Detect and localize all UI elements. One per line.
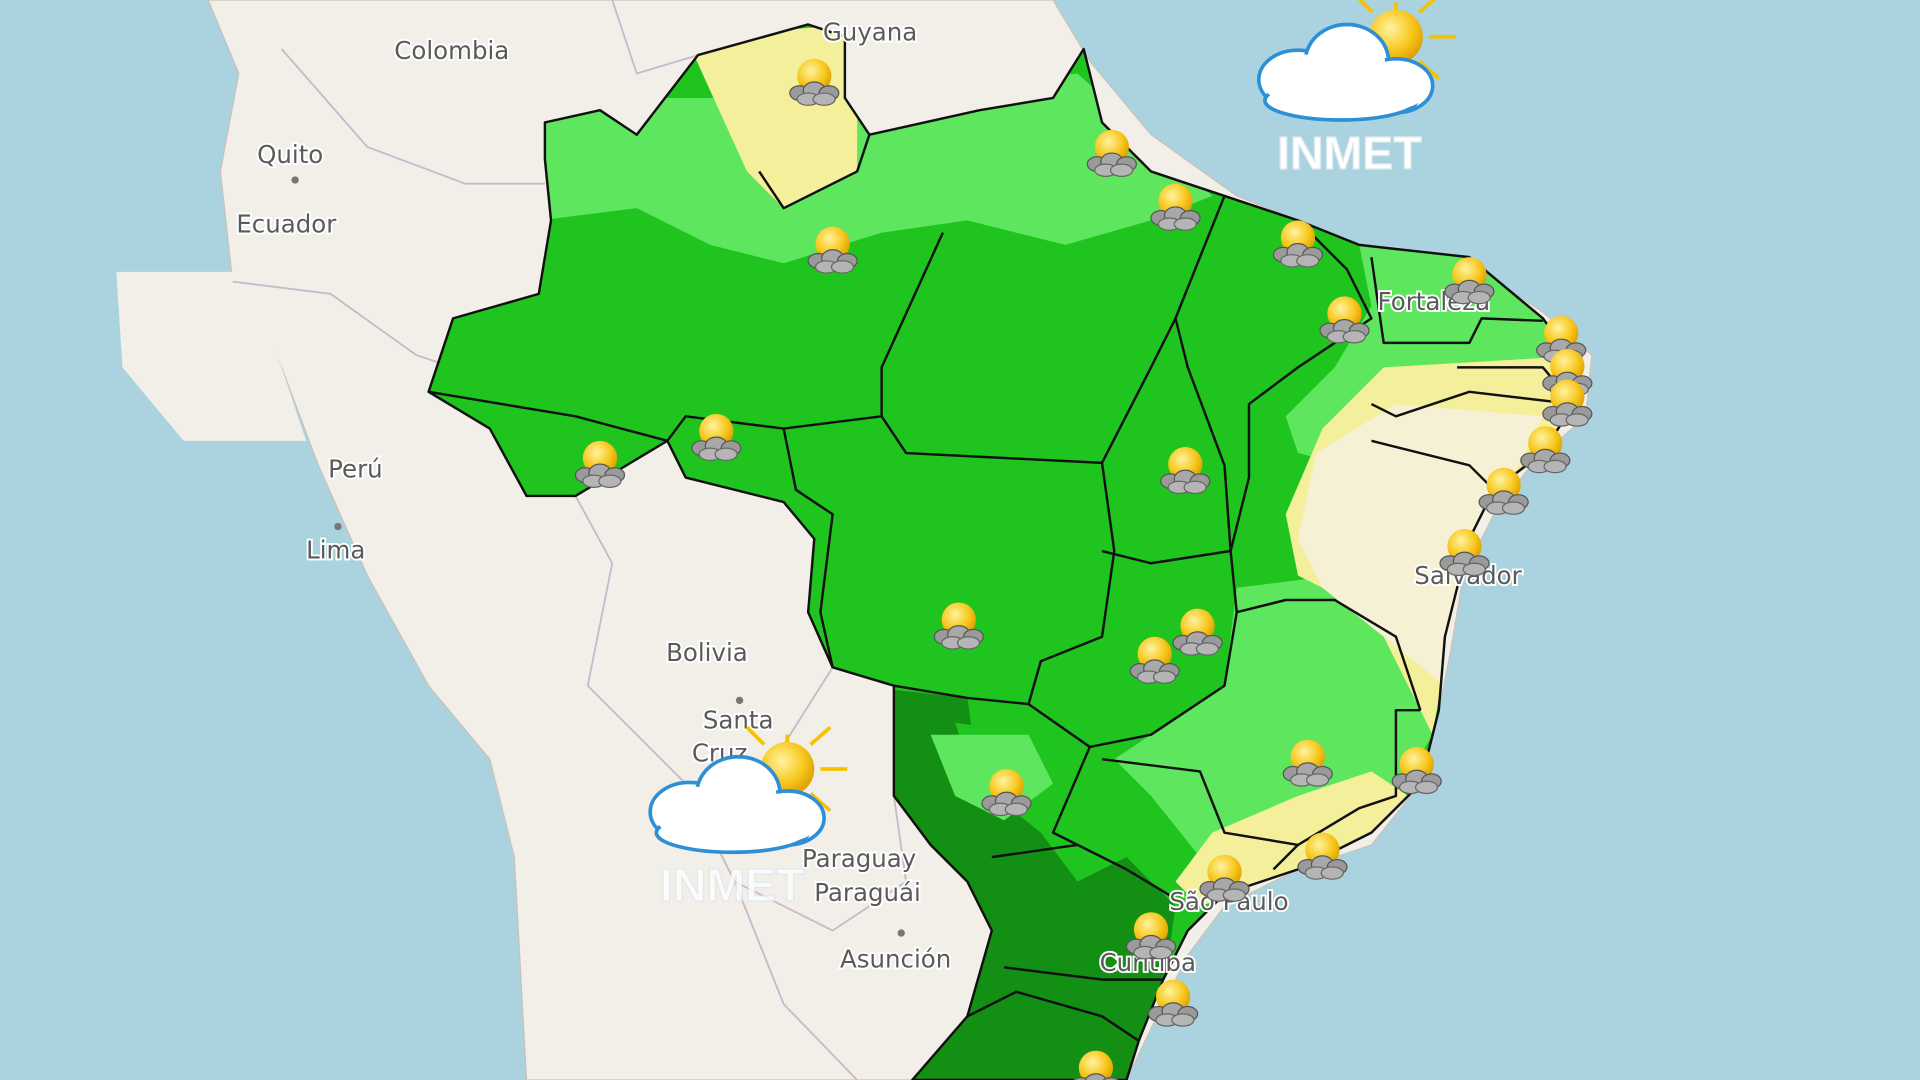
map-label: Asunción [840, 944, 951, 973]
logo-icon [1256, 0, 1458, 122]
map-label: Santa [703, 706, 774, 735]
map-label: Quito [257, 140, 323, 169]
map-label: Bolivia [666, 638, 748, 667]
map-label: Paraguái [814, 878, 921, 907]
international-borders [232, 0, 908, 1080]
map-label: Lima [306, 535, 365, 564]
logo-text: INMET [660, 859, 805, 911]
logo-text: INMET [1277, 127, 1422, 179]
map-label: Ecuador [236, 210, 337, 239]
map-label: Curitiba [1100, 948, 1196, 977]
map-label: Colombia [394, 36, 509, 65]
city-dot [291, 176, 299, 184]
city-dot [897, 929, 905, 937]
map-label: Paraguay [802, 844, 916, 873]
map-label: Guyana [823, 17, 917, 46]
city-dot [334, 522, 342, 531]
land-pacific-bump [116, 271, 307, 441]
map-label: Perú [328, 455, 383, 484]
city-dot [735, 696, 744, 705]
